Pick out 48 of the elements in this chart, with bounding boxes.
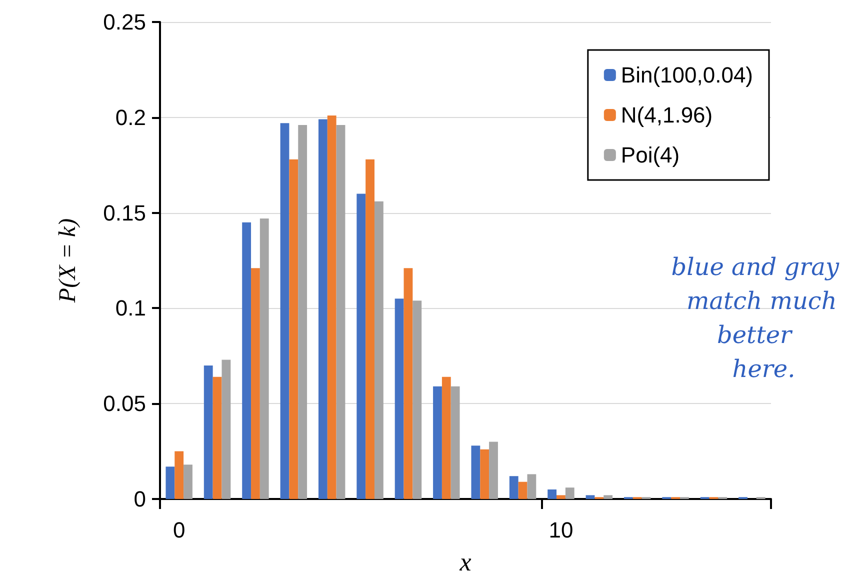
legend-label: Poi(4)	[620, 142, 680, 168]
bar	[318, 119, 328, 499]
y-tick-label: 0.25	[103, 10, 146, 34]
bar	[356, 194, 366, 499]
bar	[166, 466, 175, 499]
bar	[251, 268, 260, 499]
bar	[556, 495, 566, 499]
bar	[586, 495, 595, 499]
bar	[404, 268, 413, 499]
bar	[509, 476, 518, 499]
bar	[442, 376, 451, 499]
bar	[480, 449, 490, 499]
y-tick-label: 0.05	[103, 391, 146, 416]
bar	[327, 115, 336, 499]
annotation: blue and gray match much better here.	[671, 253, 840, 383]
bar	[518, 482, 528, 499]
y-tick-label: 0.15	[103, 200, 146, 226]
bar	[433, 386, 442, 499]
y-axis-title: P(X = k)	[55, 218, 81, 304]
bar	[471, 446, 480, 499]
bar	[184, 464, 192, 499]
bar	[489, 442, 498, 499]
bar	[366, 159, 374, 499]
bar	[412, 300, 422, 499]
x-axis-title: x	[458, 548, 472, 576]
bar	[450, 386, 460, 499]
bar	[527, 474, 536, 499]
bar	[565, 488, 574, 499]
x-tick-label: 10	[548, 518, 574, 542]
bar	[280, 123, 290, 499]
legend-label: N(4,1.96)	[620, 102, 713, 128]
y-tick-label: 0.2	[115, 104, 146, 130]
bar	[289, 159, 298, 499]
y-tick-label: 0	[134, 486, 146, 512]
bar	[204, 365, 213, 499]
legend-label: Bin(100,0.04)	[620, 62, 754, 88]
bar	[394, 298, 404, 499]
bar	[260, 218, 269, 499]
bar	[222, 360, 231, 499]
bar	[604, 495, 613, 499]
bar	[242, 222, 252, 499]
bar	[298, 125, 308, 499]
bar	[374, 201, 384, 499]
bar	[212, 376, 222, 499]
bar	[548, 489, 557, 499]
y-tick-label: 0.1	[115, 296, 146, 321]
bar	[336, 125, 346, 499]
bar	[174, 451, 184, 499]
